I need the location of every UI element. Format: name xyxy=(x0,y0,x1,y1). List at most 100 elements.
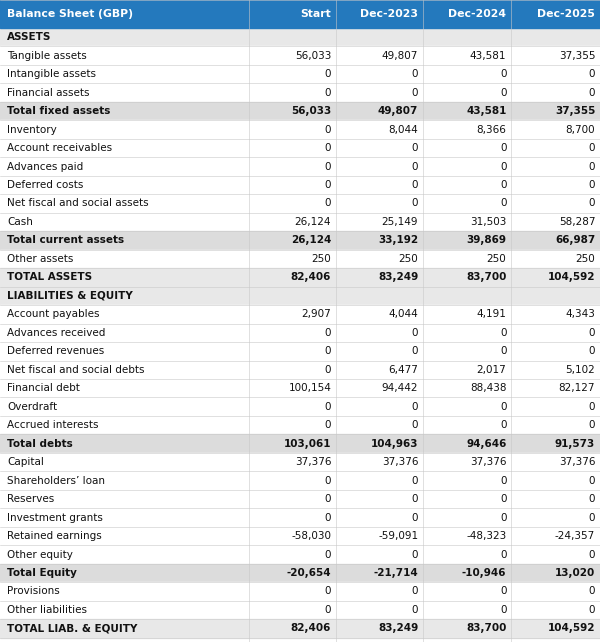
Text: 0: 0 xyxy=(500,87,506,98)
Text: 56,033: 56,033 xyxy=(291,106,331,116)
Bar xyxy=(0,46,600,65)
Text: Total Equity: Total Equity xyxy=(7,568,77,578)
Bar xyxy=(0,250,600,268)
Bar xyxy=(0,176,600,195)
Text: Account payables: Account payables xyxy=(7,309,100,319)
Text: 0: 0 xyxy=(589,494,595,504)
Text: 37,376: 37,376 xyxy=(470,457,506,467)
Text: 0: 0 xyxy=(325,605,331,615)
Text: 0: 0 xyxy=(589,180,595,190)
Text: 37,376: 37,376 xyxy=(295,457,331,467)
Bar xyxy=(0,379,600,397)
Text: -10,946: -10,946 xyxy=(462,568,506,578)
Text: Balance Sheet (GBP): Balance Sheet (GBP) xyxy=(7,9,133,19)
Text: 103,061: 103,061 xyxy=(284,438,331,449)
Text: 26,124: 26,124 xyxy=(291,236,331,245)
Text: Advances received: Advances received xyxy=(7,328,106,338)
Text: 0: 0 xyxy=(589,198,595,209)
Text: 91,573: 91,573 xyxy=(555,438,595,449)
Text: Provisions: Provisions xyxy=(7,587,60,596)
Text: Retained earnings: Retained earnings xyxy=(7,531,102,541)
Text: 0: 0 xyxy=(589,550,595,560)
Bar xyxy=(0,324,600,342)
Text: 0: 0 xyxy=(589,162,595,171)
Text: 0: 0 xyxy=(589,87,595,98)
Text: 4,044: 4,044 xyxy=(388,309,418,319)
Text: TOTAL LIAB. & EQUITY: TOTAL LIAB. & EQUITY xyxy=(7,623,137,634)
Text: LIABILITIES & EQUITY: LIABILITIES & EQUITY xyxy=(7,291,133,301)
Text: 0: 0 xyxy=(412,180,418,190)
Text: 6,477: 6,477 xyxy=(388,365,418,375)
Text: 0: 0 xyxy=(412,69,418,79)
Bar xyxy=(0,582,600,601)
Text: 66,987: 66,987 xyxy=(555,236,595,245)
Bar xyxy=(0,471,600,490)
Text: 82,127: 82,127 xyxy=(559,383,595,393)
Text: 0: 0 xyxy=(325,494,331,504)
Bar xyxy=(0,435,600,453)
Bar xyxy=(0,268,600,286)
Text: 94,646: 94,646 xyxy=(466,438,506,449)
Text: 2,907: 2,907 xyxy=(301,309,331,319)
Text: 0: 0 xyxy=(500,587,506,596)
Text: 250: 250 xyxy=(575,254,595,264)
Text: 0: 0 xyxy=(325,420,331,430)
Text: Dec-2024: Dec-2024 xyxy=(448,9,506,19)
Text: 104,592: 104,592 xyxy=(548,623,595,634)
Bar xyxy=(0,195,600,213)
Text: 0: 0 xyxy=(325,346,331,356)
Text: Other assets: Other assets xyxy=(7,254,74,264)
Text: 0: 0 xyxy=(325,550,331,560)
Text: 83,249: 83,249 xyxy=(378,272,418,282)
Text: 58,287: 58,287 xyxy=(559,217,595,227)
Text: 0: 0 xyxy=(589,328,595,338)
Bar xyxy=(0,286,600,305)
Text: 49,807: 49,807 xyxy=(378,106,418,116)
Bar xyxy=(0,619,600,638)
Text: 8,366: 8,366 xyxy=(476,125,506,135)
Text: 0: 0 xyxy=(412,328,418,338)
Bar xyxy=(0,416,600,435)
Text: 0: 0 xyxy=(589,402,595,412)
Text: Total current assets: Total current assets xyxy=(7,236,124,245)
Text: 0: 0 xyxy=(589,69,595,79)
Text: 0: 0 xyxy=(325,587,331,596)
Text: 0: 0 xyxy=(500,143,506,153)
Text: 88,438: 88,438 xyxy=(470,383,506,393)
Text: 0: 0 xyxy=(500,346,506,356)
Text: 4,191: 4,191 xyxy=(476,309,506,319)
Bar xyxy=(0,102,600,120)
Text: 0: 0 xyxy=(325,402,331,412)
Text: 0: 0 xyxy=(412,402,418,412)
Bar xyxy=(0,83,600,102)
Text: 83,700: 83,700 xyxy=(466,623,506,634)
Text: 0: 0 xyxy=(500,328,506,338)
Text: 0: 0 xyxy=(500,550,506,560)
Text: 0: 0 xyxy=(412,476,418,485)
Text: 104,963: 104,963 xyxy=(371,438,418,449)
Text: 0: 0 xyxy=(325,476,331,485)
Bar xyxy=(0,231,600,250)
Bar xyxy=(0,213,600,231)
Text: 39,869: 39,869 xyxy=(466,236,506,245)
Text: 37,376: 37,376 xyxy=(559,457,595,467)
Text: -21,714: -21,714 xyxy=(373,568,418,578)
Text: Overdraft: Overdraft xyxy=(7,402,58,412)
Text: 0: 0 xyxy=(589,346,595,356)
Bar xyxy=(0,508,600,527)
Text: 82,406: 82,406 xyxy=(291,623,331,634)
Text: Advances paid: Advances paid xyxy=(7,162,83,171)
Text: Tangible assets: Tangible assets xyxy=(7,51,87,60)
Text: -59,091: -59,091 xyxy=(378,531,418,541)
Bar xyxy=(0,120,600,139)
Text: 49,807: 49,807 xyxy=(382,51,418,60)
Text: 43,581: 43,581 xyxy=(470,51,506,60)
Text: 13,020: 13,020 xyxy=(555,568,595,578)
Text: Shareholders’ loan: Shareholders’ loan xyxy=(7,476,105,485)
Text: 0: 0 xyxy=(500,69,506,79)
Text: 0: 0 xyxy=(412,587,418,596)
Text: Deferred costs: Deferred costs xyxy=(7,180,83,190)
Text: 26,124: 26,124 xyxy=(295,217,331,227)
Text: 31,503: 31,503 xyxy=(470,217,506,227)
Text: 0: 0 xyxy=(325,125,331,135)
